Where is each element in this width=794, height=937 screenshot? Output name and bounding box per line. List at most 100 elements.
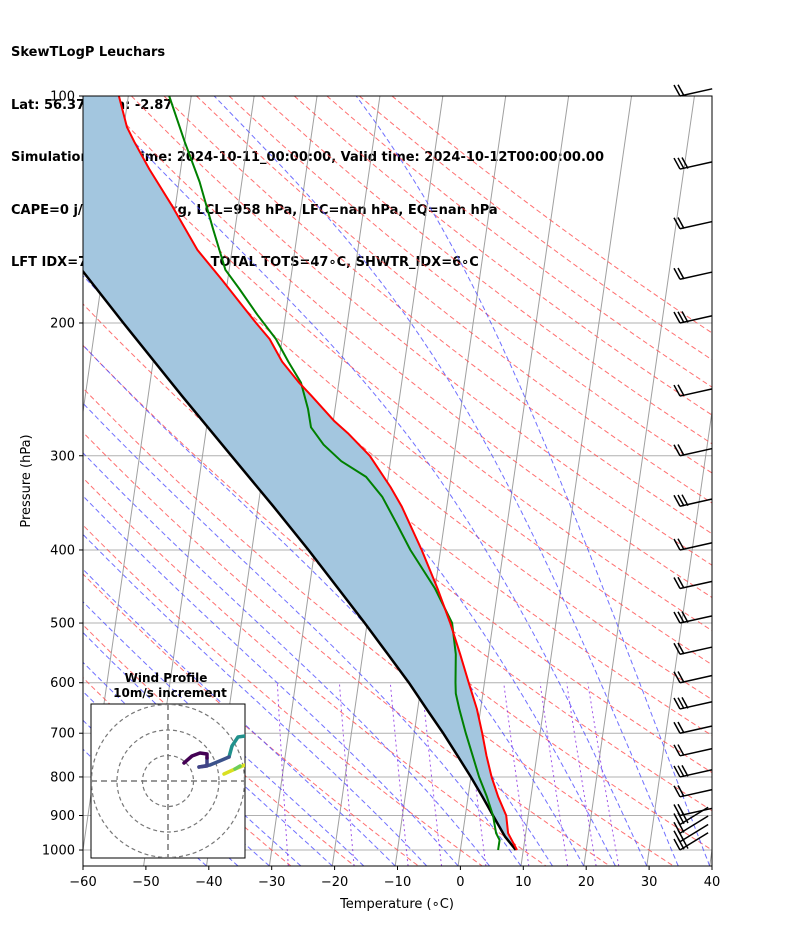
- y-axis-label: Pressure (hPa): [19, 434, 34, 527]
- hodograph-trace: [182, 751, 209, 765]
- moist-adiabat: [83, 568, 396, 866]
- wind-barb: [673, 576, 713, 590]
- x-tick-label: −30: [258, 875, 285, 890]
- barb-flag: [681, 157, 689, 169]
- hodograph-inset: Wind Profile 10m/s increment: [90, 671, 246, 859]
- x-tick-label: −40: [195, 875, 222, 890]
- y-tick-label: 200: [50, 316, 75, 331]
- wind-barb: [673, 384, 713, 397]
- barb-flag: [673, 830, 681, 843]
- barb-flag: [673, 721, 681, 734]
- barb-staff: [679, 447, 713, 457]
- dewpoint-line: [168, 96, 501, 851]
- wind-barb: [673, 157, 713, 170]
- barb-flag: [673, 311, 681, 324]
- dry-adiabat: [83, 573, 419, 866]
- title-coordinates: Lat: 56.37 Lon: -2.87: [11, 97, 604, 115]
- hodograph-trace: [227, 734, 245, 759]
- barb-flag: [673, 671, 681, 684]
- wind-barb: [673, 217, 713, 230]
- barb-flag: [673, 384, 681, 397]
- x-tick-label: 20: [578, 875, 595, 890]
- wind-barb: [673, 494, 713, 507]
- x-tick-label: −60: [69, 875, 96, 890]
- barb-flag: [677, 765, 685, 778]
- barb-flag: [677, 384, 685, 397]
- x-tick-label: −20: [321, 875, 348, 890]
- dry-adiabat: [83, 149, 712, 666]
- temperature-line: [117, 96, 518, 851]
- barb-staff: [679, 807, 713, 817]
- wind-barbs: [673, 84, 713, 851]
- barb-staff: [679, 815, 709, 834]
- barb-staff: [679, 725, 713, 734]
- wind-barb: [673, 642, 713, 655]
- barb-flag: [673, 785, 681, 798]
- y-tick-label: 400: [50, 543, 75, 558]
- barb-flag: [673, 444, 681, 457]
- barb-staff: [679, 388, 713, 397]
- barb-staff: [679, 823, 709, 843]
- y-tick-label: 600: [50, 676, 75, 691]
- barb-flag: [673, 804, 681, 816]
- barb-flag: [677, 721, 685, 734]
- wind-barb: [673, 803, 713, 817]
- y-tick-label: 500: [50, 617, 75, 632]
- wind-barb: [673, 311, 713, 324]
- mixing-ratio-line: [539, 682, 569, 866]
- barb-staff: [679, 498, 713, 507]
- barb-flag: [677, 697, 685, 710]
- wind-barb: [673, 697, 713, 710]
- dry-adiabat: [98, 96, 712, 599]
- barb-staff: [679, 615, 713, 624]
- barb-staff: [679, 674, 713, 684]
- barb-flag: [673, 813, 681, 825]
- isotherm: [646, 408, 712, 866]
- barb-flag: [677, 538, 685, 551]
- y-tick-label: 900: [50, 809, 75, 824]
- y-tick-label: 300: [50, 449, 75, 464]
- barb-flag: [677, 267, 685, 280]
- dry-adiabat: [391, 96, 712, 334]
- parcel-profile-line: [83, 269, 517, 851]
- x-tick-label: −50: [132, 875, 159, 890]
- dry-adiabat: [83, 387, 674, 866]
- barb-flag: [673, 642, 681, 655]
- isotherm: [709, 846, 712, 866]
- isotherm: [0, 96, 3, 866]
- barb-flag: [673, 267, 681, 280]
- barb-flag: [673, 697, 681, 710]
- moist-adiabat: [83, 344, 553, 866]
- x-tick-label: 30: [641, 875, 658, 890]
- isotherm: [520, 96, 633, 866]
- barb-flag: [673, 217, 681, 230]
- wind-barb: [673, 267, 713, 280]
- barb-flag: [677, 217, 685, 229]
- x-axis-label: Temperature (∘C): [339, 897, 454, 912]
- y-tick-label: 1000: [42, 844, 75, 859]
- wind-barb: [673, 744, 713, 757]
- moist-adiabat: [90, 96, 648, 866]
- wind-barb: [673, 765, 713, 778]
- title-station: SkewTLogP Leuchars: [11, 45, 166, 60]
- dry-adiabat: [83, 524, 483, 866]
- wind-barb: [673, 785, 713, 798]
- axes: −60 −50 −40 −30 −20 −10 0 10 20 30 40 100 200 300 400 5…: [42, 90, 720, 891]
- barb-flag: [681, 765, 689, 777]
- barb-flag: [677, 744, 685, 756]
- mixing-ratio-line: [389, 682, 409, 866]
- barb-flag: [677, 611, 685, 624]
- barb-flag: [677, 311, 685, 324]
- barb-staff: [679, 788, 713, 798]
- barb-staff: [679, 832, 709, 851]
- barb-staff: [679, 747, 713, 757]
- mixing-ratio-line: [503, 682, 530, 866]
- barb-flag: [673, 84, 681, 97]
- y-tick-label: 800: [50, 770, 75, 785]
- barb-flag: [681, 611, 689, 623]
- barb-staff: [679, 220, 713, 230]
- dry-adiabat: [83, 303, 712, 812]
- barb-flag: [677, 642, 685, 655]
- mixing-ratio-line: [587, 682, 620, 866]
